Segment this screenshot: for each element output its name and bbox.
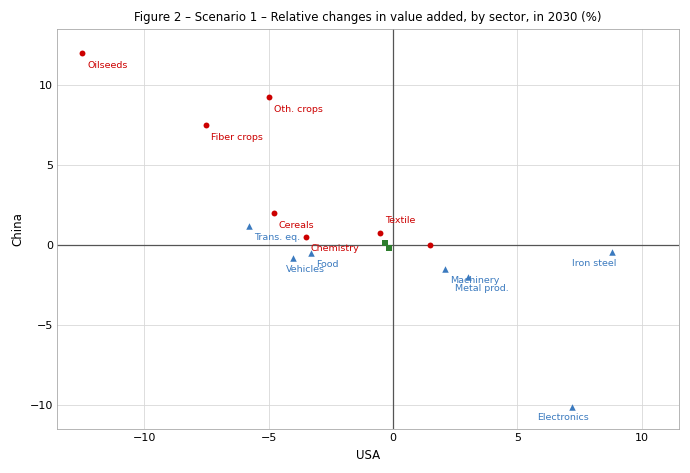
Text: Machinery: Machinery [450, 277, 500, 286]
Text: Metal prod.: Metal prod. [455, 284, 509, 293]
Point [440, 265, 451, 273]
Text: Iron steel: Iron steel [572, 259, 616, 268]
Text: Electronics: Electronics [537, 413, 589, 422]
Point [263, 93, 274, 100]
Point [243, 222, 254, 230]
Point [375, 229, 386, 236]
Point [425, 242, 436, 249]
Point [268, 210, 279, 217]
Text: Fiber crops: Fiber crops [211, 133, 264, 142]
Text: Oilseeds: Oilseeds [87, 61, 128, 70]
Text: Food: Food [316, 261, 338, 270]
X-axis label: USA: USA [356, 449, 380, 462]
Title: Figure 2 – Scenario 1 – Relative changes in value added, by sector, in 2030 (%): Figure 2 – Scenario 1 – Relative changes… [135, 11, 602, 24]
Point [462, 273, 473, 281]
Text: Vehicles: Vehicles [286, 265, 325, 274]
Point [607, 248, 618, 255]
Point [566, 403, 578, 411]
Point [288, 254, 299, 262]
Text: Textile: Textile [386, 216, 416, 225]
Text: Cereals: Cereals [279, 220, 314, 229]
Point [300, 234, 311, 241]
Point [384, 244, 395, 252]
Text: Trans. eq.: Trans. eq. [254, 233, 299, 242]
Text: Chemistry: Chemistry [311, 245, 359, 254]
Point [77, 50, 88, 57]
Point [201, 122, 212, 129]
Point [306, 249, 317, 257]
Y-axis label: China: China [11, 212, 24, 246]
Point [380, 239, 391, 247]
Text: Oth. crops: Oth. crops [273, 105, 322, 114]
